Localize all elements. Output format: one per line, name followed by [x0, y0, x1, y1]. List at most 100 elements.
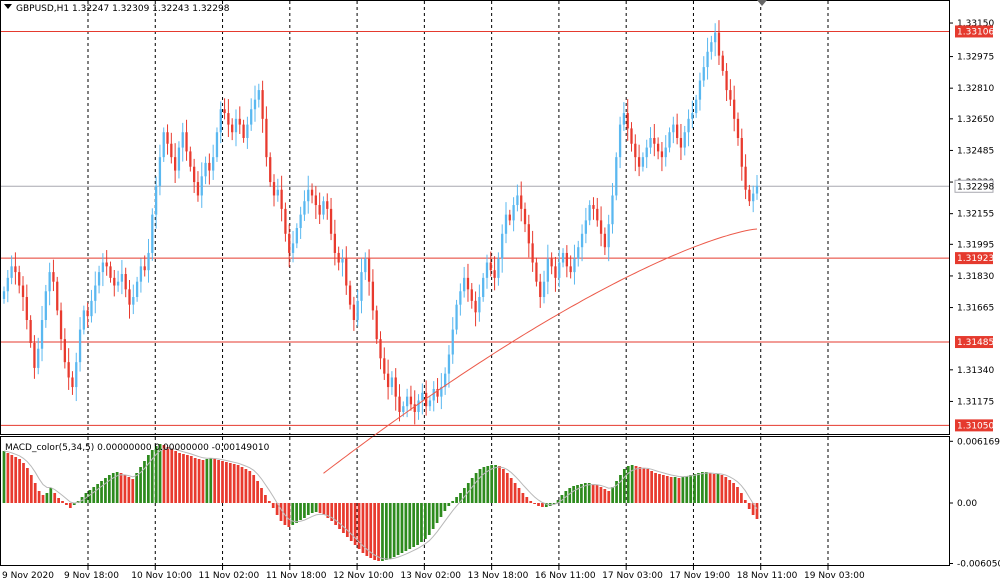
candle-body: [322, 201, 325, 215]
candle-body: [436, 388, 439, 397]
macd-bar: [96, 484, 100, 503]
candle-body: [257, 90, 260, 100]
macd-bar: [330, 503, 334, 521]
candle-body: [364, 258, 367, 273]
price-pane[interactable]: GBPUSD,H1 1.32247 1.32309 1.32243 1.3229…: [0, 0, 950, 474]
candle-body: [463, 277, 466, 292]
macd-bar: [178, 453, 181, 503]
macd-bar: [517, 488, 521, 503]
macd-bar: [591, 484, 595, 503]
macd-bar: [10, 455, 14, 503]
macd-bar: [451, 501, 455, 503]
horizontal-levels: [1, 30, 949, 426]
macd-bar: [29, 475, 33, 503]
candle-body: [29, 320, 32, 343]
candle-body: [189, 151, 192, 167]
collapse-arrow-icon[interactable]: [4, 4, 12, 9]
candle-body: [577, 247, 580, 259]
candle-body: [565, 252, 568, 267]
macd-bar: [384, 503, 388, 560]
candle-body: [78, 329, 82, 363]
candle-body: [695, 99, 698, 114]
macd-bar: [626, 466, 630, 503]
macd-bar: [599, 487, 603, 503]
candle-body: [550, 258, 553, 267]
macd-tick-label: 0.0061695: [957, 437, 1000, 447]
macd-bar: [115, 472, 119, 503]
macd-bar: [552, 503, 556, 504]
candle-body: [295, 228, 298, 244]
candle-body: [588, 205, 591, 221]
candle-body: [113, 277, 116, 286]
level-tag-label: 1.31050: [957, 421, 994, 431]
macd-bar: [572, 486, 575, 503]
macd-bar: [92, 487, 96, 503]
macd-bar: [68, 503, 72, 508]
macd-bar: [275, 503, 279, 515]
macd-bar: [252, 475, 256, 503]
macd-bar: [228, 463, 232, 503]
time-marker-arrow-icon[interactable]: [757, 0, 767, 6]
macd-bar: [127, 477, 131, 503]
macd-bar: [708, 473, 712, 503]
candle-body: [409, 396, 413, 405]
macd-bar: [338, 503, 341, 529]
candle-body: [622, 113, 626, 125]
time-label: 18 Nov 11:00: [737, 571, 798, 581]
macd-bar: [166, 447, 170, 503]
candle-body: [246, 124, 249, 138]
candle-body: [402, 406, 405, 412]
macd-bar: [314, 503, 318, 512]
macd-bar: [482, 467, 486, 503]
macd-bar: [57, 498, 60, 503]
candle-body: [18, 272, 21, 286]
macd-bar: [529, 501, 533, 503]
level-tag: [955, 419, 993, 432]
macd-bar: [186, 455, 189, 503]
candle-body: [310, 189, 314, 196]
candle-body: [580, 233, 584, 248]
candle-body: [63, 339, 66, 363]
macd-bar: [587, 483, 591, 503]
candle-body: [360, 272, 363, 301]
macd-tick-label: 0.00: [957, 499, 977, 509]
macd-bar: [291, 503, 295, 525]
candle-body: [607, 224, 610, 248]
ohlc-readout: 1.32247 1.32309 1.32243 1.32298: [72, 4, 230, 14]
macd-bar: [685, 476, 689, 503]
candle-body: [147, 252, 150, 271]
candle-body: [493, 270, 496, 278]
level-tag: [955, 336, 993, 349]
macd-bar: [22, 463, 25, 503]
macd-bar: [123, 475, 127, 503]
candle-body: [234, 118, 238, 133]
candle-body: [721, 55, 724, 71]
candle-body: [326, 201, 329, 209]
price-tick-label: 1.31665: [957, 304, 994, 314]
candle-body: [649, 137, 652, 148]
candle-body: [132, 297, 135, 305]
candle-body: [90, 300, 93, 317]
macd-bar: [217, 460, 220, 503]
macd-bar: [143, 461, 146, 503]
macd-bar: [732, 483, 735, 503]
price-tick-label: 1.32975: [957, 53, 994, 63]
macd-bar: [37, 491, 41, 503]
candle-body: [611, 195, 614, 225]
level-tag: [955, 252, 993, 265]
macd-bar: [420, 503, 423, 542]
candle-body: [660, 151, 664, 158]
candle-body: [345, 258, 348, 286]
candle-body: [687, 118, 690, 133]
macd-bar: [435, 503, 439, 523]
time-label: 9 Nov 18:00: [64, 571, 119, 581]
macd-pane[interactable]: MACD_color(5,34,5) 0.00000000 0.00000000…: [0, 436, 950, 566]
time-label: 12 Nov 10:00: [333, 571, 394, 581]
macd-bar: [486, 466, 490, 503]
macd-bar: [205, 459, 209, 503]
macd-bar: [326, 503, 330, 518]
candle-body: [238, 118, 241, 125]
candle-body: [318, 205, 321, 215]
candle-body: [139, 266, 143, 282]
